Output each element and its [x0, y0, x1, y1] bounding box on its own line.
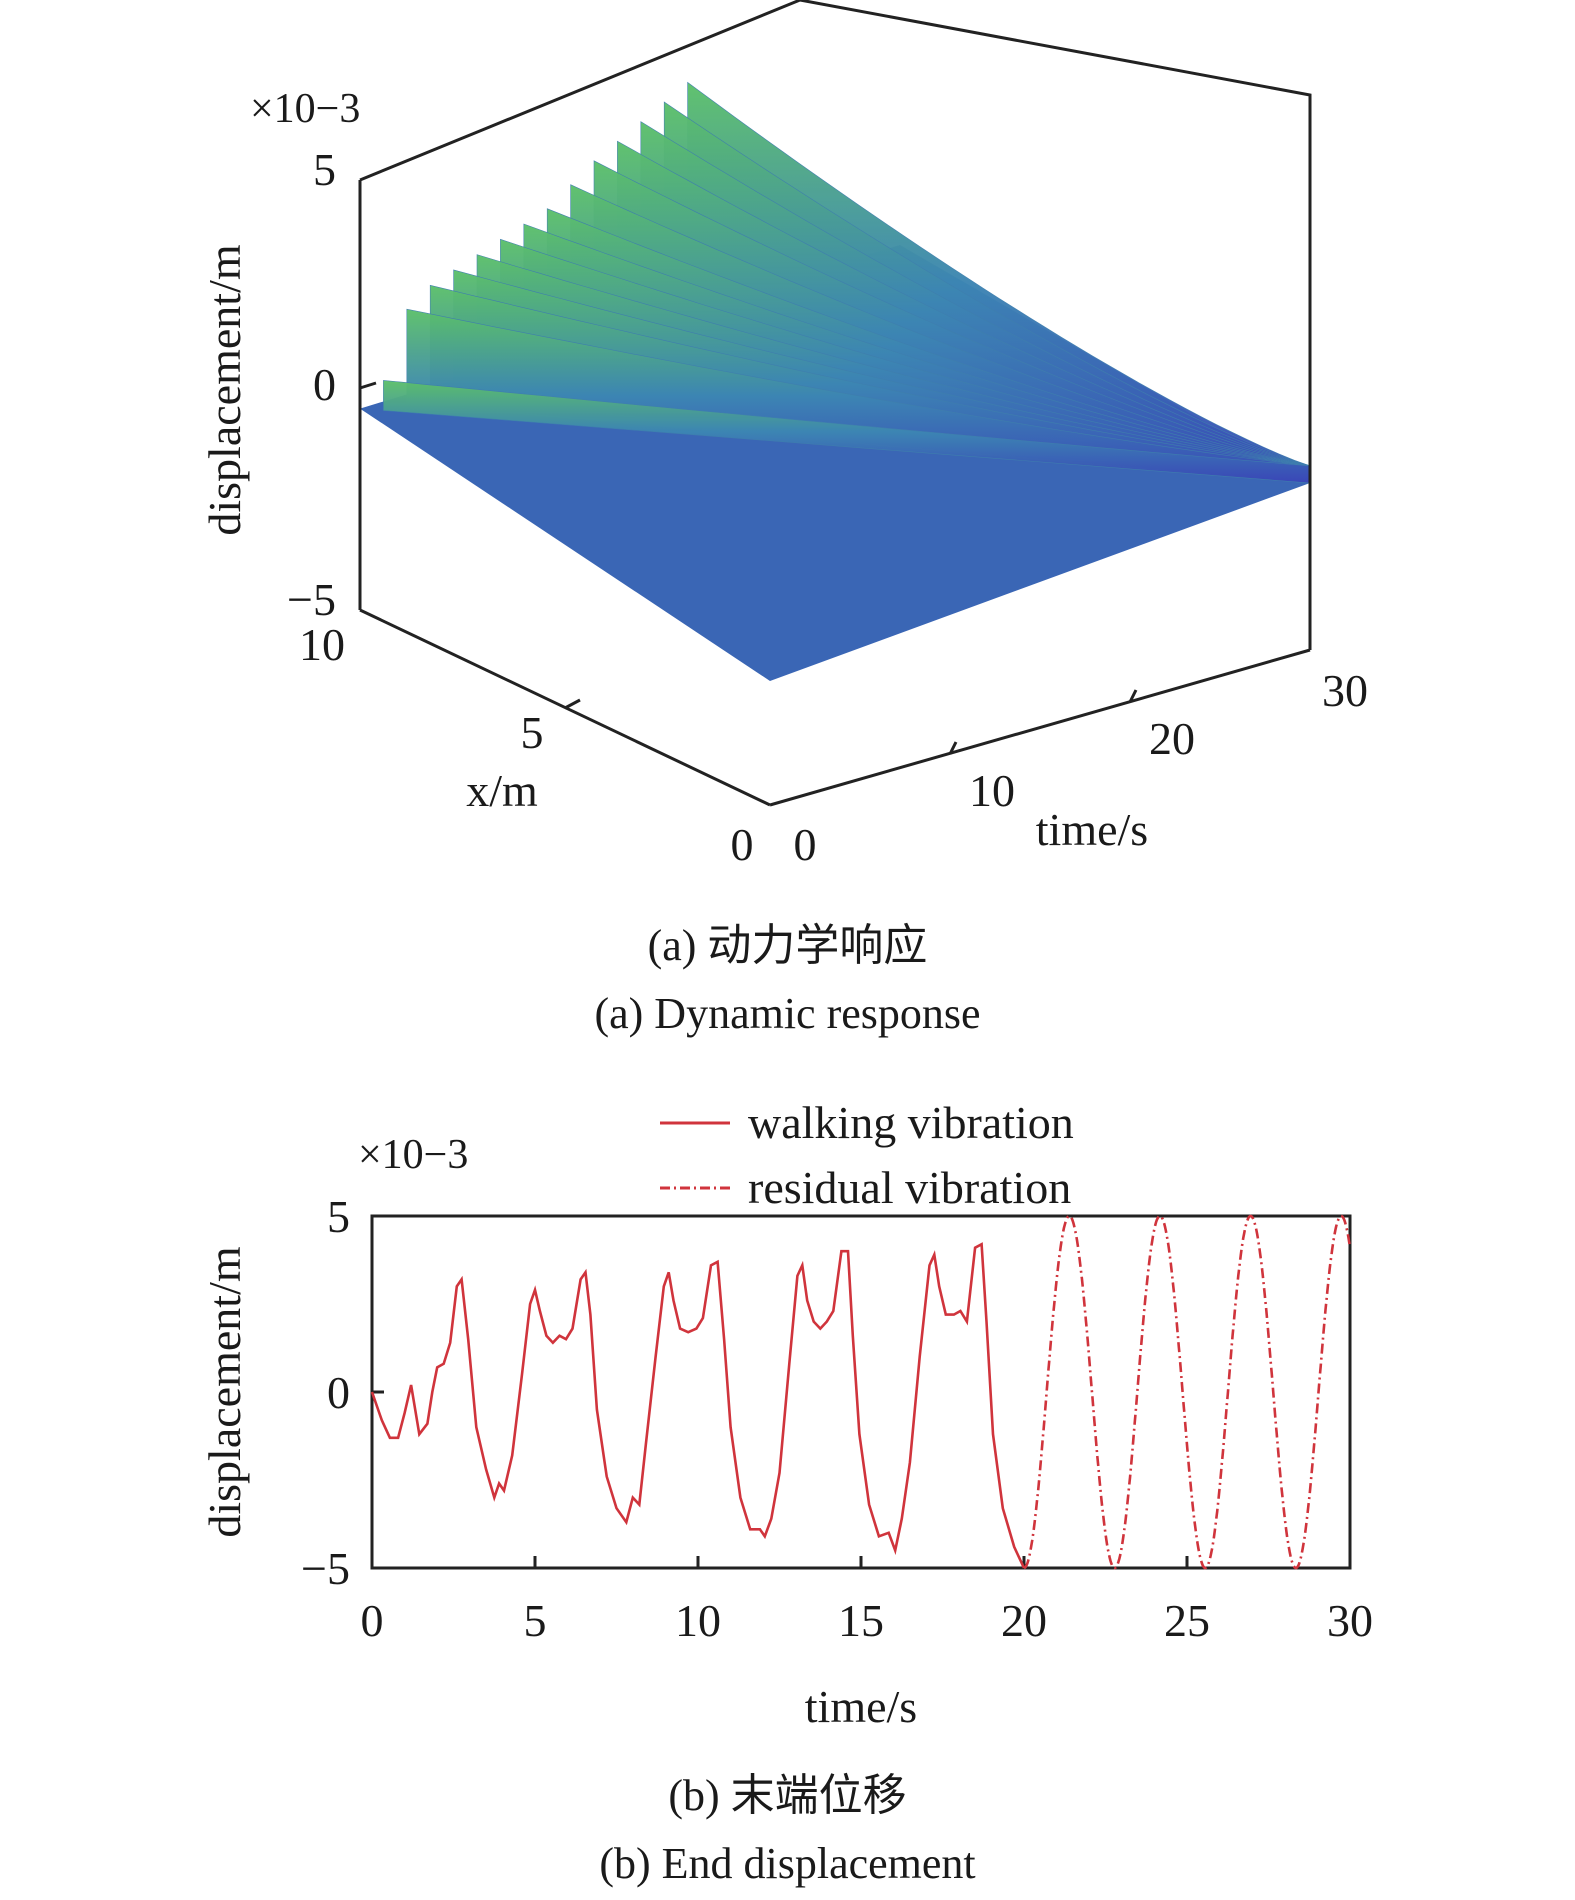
x-tick-label: 10: [299, 619, 345, 670]
x-tick-label: 25: [1164, 1595, 1210, 1646]
legend-residual-label: residual vibration: [748, 1162, 1071, 1213]
surface-ridge: [523, 223, 1311, 484]
x-tick-label: 10: [675, 1595, 721, 1646]
surface-chart: ×10−3 5 0 −5 displacement/m 10 5 0 x/m 0…: [199, 0, 1368, 870]
z-tick-label: 0: [313, 359, 336, 410]
z-tick-label: 5: [313, 144, 336, 195]
x-tick: [564, 698, 581, 710]
legend: walking vibration residual vibration: [660, 1097, 1074, 1213]
caption-a-cn: (a) 动力学响应: [647, 921, 928, 970]
time-tick: [1128, 689, 1138, 703]
time-tick-label: 20: [1149, 713, 1195, 764]
end-displacement-chart: ×10−3 5 0 −5 displacement/m 0 5 10 15 20 25 30…: [199, 1097, 1373, 1732]
x-tick-label: 5: [521, 707, 544, 758]
z-axis-label: displacement/m: [199, 244, 250, 535]
z-tick-label: −5: [287, 574, 336, 625]
x-tick-label: 30: [1327, 1595, 1373, 1646]
x-axis-label: time/s: [805, 1681, 917, 1732]
y-tick-label: −5: [301, 1543, 350, 1594]
surface-ridge: [406, 308, 1311, 484]
time-tick-label: 10: [969, 765, 1015, 816]
x-tick-label: 0: [361, 1595, 384, 1646]
time-tick-label: 30: [1322, 665, 1368, 716]
caption-a-en: (a) Dynamic response: [594, 989, 981, 1038]
x-axis-label: x/m: [466, 765, 538, 816]
x-tick-label: 20: [1001, 1595, 1047, 1646]
y-axis-label: displacement/m: [199, 1246, 250, 1537]
caption-b-en: (b) End displacement: [599, 1839, 976, 1888]
y-tick-label: 0: [327, 1367, 350, 1418]
z-tick: [359, 381, 377, 390]
residual-vibration-line: [1023, 1214, 1352, 1570]
x-tick-label: 15: [838, 1595, 884, 1646]
time-tick-label: 0: [794, 819, 817, 870]
y-multiplier: ×10−3: [358, 1132, 468, 1178]
time-axis-label: time/s: [1036, 804, 1148, 855]
surface-ridge: [383, 380, 1311, 484]
x-tick-label: 5: [524, 1595, 547, 1646]
caption-b-cn: (b) 末端位移: [668, 1771, 907, 1820]
legend-walking-label: walking vibration: [748, 1097, 1074, 1148]
y-tick-label: 5: [327, 1191, 350, 1242]
surface-ridge: [429, 284, 1311, 484]
surface-ridge: [476, 254, 1311, 484]
time-axis-line: [769, 648, 1311, 807]
time-tick: [948, 741, 958, 755]
walking-vibration-line: [370, 1242, 1026, 1569]
x-tick-labels: 0 5 10 15 20 25 30: [361, 1595, 1374, 1646]
z-multiplier: ×10−3: [250, 86, 360, 132]
surface-ridge: [500, 238, 1311, 484]
box-back-edge: [359, 0, 1312, 650]
surface-ridges: [360, 81, 1311, 681]
x-tick-label: 0: [731, 819, 754, 870]
surface-ridge: [453, 269, 1311, 484]
